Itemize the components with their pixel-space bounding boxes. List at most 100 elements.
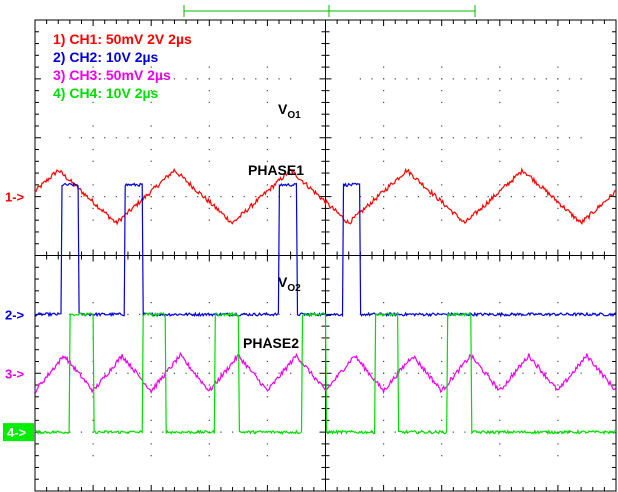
grid-dot (266, 160, 268, 162)
grid-dot (243, 137, 245, 139)
grid-dot (371, 78, 373, 80)
trace-ch3 (34, 351, 617, 395)
grid-dot (534, 137, 536, 139)
grid-dot (557, 455, 559, 457)
grid-dot (383, 337, 385, 339)
grid-dot (150, 196, 152, 198)
grid-dot (557, 66, 559, 68)
grid-dot (115, 372, 117, 374)
grid-dot (441, 384, 443, 386)
grid-dot (208, 384, 210, 386)
grid-dot (499, 396, 501, 398)
grid-dot (69, 431, 71, 433)
grid-dot (266, 196, 268, 198)
label-vo1: VO1 (278, 101, 301, 121)
legend-ch4: 4) CH4: 10V 2µs (53, 85, 159, 101)
grid-dot (383, 125, 385, 127)
grid-dot (499, 137, 501, 139)
trace-ch4 (34, 311, 617, 436)
grid-dot (208, 137, 210, 139)
grid-dot (510, 78, 513, 80)
grid-dot (278, 137, 280, 139)
grid-dot (441, 90, 443, 92)
grid-dot (127, 78, 129, 80)
grid-dot (173, 137, 176, 139)
grid-dot (104, 137, 106, 139)
grid-dot (278, 78, 280, 80)
grid-dot (208, 372, 210, 374)
grid-dot (208, 219, 210, 221)
grid-dot (243, 372, 245, 374)
grid-dot (138, 137, 141, 139)
grid-dot (545, 137, 547, 139)
grid-dot (162, 137, 164, 139)
grid-dot (92, 90, 94, 92)
grid-dot (150, 78, 152, 80)
grid-dot (150, 125, 152, 127)
grid-dot (441, 196, 443, 198)
grid-dot (499, 184, 501, 186)
grid-dot (441, 302, 443, 304)
grid-dot (80, 372, 83, 374)
grid-dot (80, 78, 83, 80)
grid-dot (417, 431, 420, 433)
grid-dot (92, 443, 94, 445)
grid-dot (534, 78, 536, 80)
grid-dot (150, 184, 152, 186)
grid-dot (464, 372, 466, 374)
grid-dot (92, 419, 94, 421)
trace-ch1 (34, 166, 617, 226)
grid-dot (231, 431, 234, 433)
grid-dot (545, 196, 547, 198)
grid-dot (104, 372, 106, 374)
grid-dot (266, 184, 268, 186)
grid-dot (429, 137, 431, 139)
grid-dot (266, 66, 268, 68)
grid-dot (580, 78, 582, 80)
grid-dot (231, 372, 234, 374)
grid-dot (568, 431, 571, 433)
grid-dot (557, 184, 559, 186)
grid-dot (557, 160, 559, 162)
grid-dot (580, 372, 582, 374)
grid-dot (255, 196, 257, 198)
grid-dot (441, 419, 443, 421)
grid-dot (417, 78, 420, 80)
grid-dot (383, 101, 385, 104)
grid-dot (104, 196, 106, 198)
grid-dot (185, 196, 187, 198)
grid-dot (266, 90, 268, 92)
grid-dot (441, 372, 443, 374)
grid-dot (208, 90, 210, 92)
grid-dot (452, 78, 454, 80)
marker-ch3: 3-> (5, 366, 25, 381)
grid-dot (208, 125, 210, 127)
grid-dot (452, 137, 454, 139)
grid-dot (92, 125, 94, 127)
grid-dot (406, 78, 408, 80)
grid-dot (138, 313, 141, 315)
grid-dot (359, 196, 361, 198)
grid-dot (522, 78, 524, 80)
grid-dot (208, 66, 210, 68)
grid-dot (266, 207, 268, 209)
grid-dot (104, 431, 106, 433)
grid-dot (464, 78, 466, 80)
grid-dot (255, 137, 257, 139)
grid-dot (208, 337, 210, 339)
grid-dot (150, 325, 152, 327)
grid-dot (150, 207, 152, 209)
grid-dot (150, 137, 152, 139)
grid-dot (406, 372, 408, 374)
grid-dot (499, 219, 501, 221)
grid-dot (557, 219, 559, 221)
grid-dot (371, 196, 373, 198)
grid-dot (545, 431, 547, 433)
grid-dot (441, 160, 443, 162)
grid-dot (127, 431, 129, 433)
grid-dot (92, 396, 94, 398)
grid-dot (173, 196, 176, 198)
grid-dot (383, 443, 385, 445)
grid-dot (208, 184, 210, 186)
